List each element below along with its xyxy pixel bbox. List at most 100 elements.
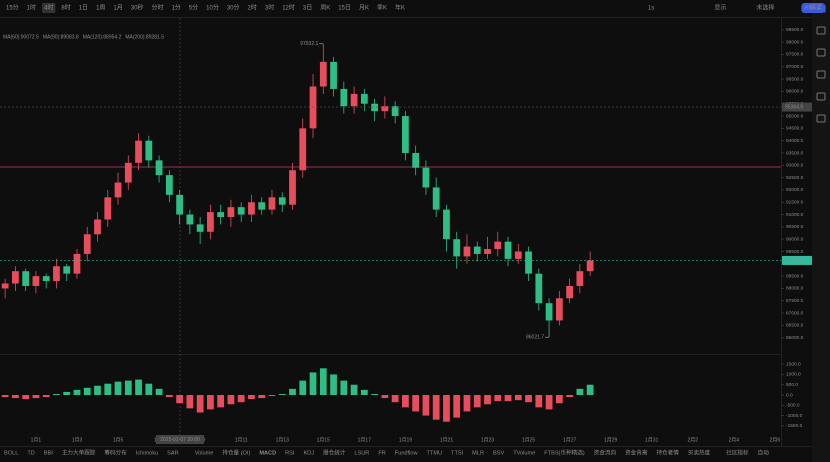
indicator-tab[interactable]: 筹码分布 [104,448,127,456]
candle-body [196,224,204,232]
macd-histogram-bar [176,395,183,404]
indicator-tab[interactable]: MLR [472,450,484,456]
indicator-tab[interactable]: Fundflow [395,450,419,456]
macd-tick-label: 1000.0 [786,372,801,378]
x-tick-label: 1月21 [440,437,454,443]
indicator-tab[interactable]: FR [378,450,385,456]
candle-body [155,160,163,176]
sidebar-icon[interactable] [816,114,826,123]
indicator-tab[interactable]: RSI [285,450,295,456]
timeframe-button[interactable]: 分时 [151,4,163,12]
timeframe-button[interactable]: 年K [395,4,405,12]
y-tick-label: 95000.0 [786,113,804,119]
candle-body [422,167,430,188]
timeframe-button[interactable]: 1日 [79,5,88,12]
macd-histogram-bar [330,374,337,395]
candle-body [412,152,420,168]
indicator-tab[interactable]: 持仓量 (OI) [222,448,250,456]
indicator-tab[interactable]: SAR [167,450,179,456]
indicator-tab[interactable]: BBI [44,450,53,456]
y-tick-label: 87000.0 [786,310,804,316]
macd-tick-label: 500.0 [786,382,798,388]
timeframe-button[interactable]: 周K [320,5,330,12]
indicator-tab[interactable]: 主力大单跟踪 [62,448,96,456]
timeframe-button[interactable]: 4时 [44,4,53,12]
macd-histogram-bar [227,395,235,405]
indicator-tab[interactable]: 爆仓统计 [323,448,346,456]
macd-histogram-bar [340,380,348,395]
sidebar-icon[interactable] [816,92,826,101]
timeframe-button[interactable]: 15分 [6,4,19,12]
timeframe-button[interactable]: 1分 [171,4,180,12]
indicator-tab[interactable]: BSV [493,450,504,456]
candle-body [186,214,194,225]
macd-histogram-bar [514,395,522,401]
x-tick-label: 1月19 [399,437,413,443]
toolbar-item[interactable]: 1s [648,6,654,12]
timeframe-button[interactable]: 1时 [27,4,36,12]
y-tick-label: 98000.0 [786,39,804,45]
indicator-tab[interactable]: TVolume [513,450,535,456]
current-price-tag [782,255,812,265]
indicator-tab[interactable]: BOLL [4,450,18,456]
timeframe-button[interactable]: 10分 [206,4,219,12]
timeframe-button[interactable]: 1周 [96,5,105,12]
indicator-tab[interactable]: Volume [195,450,214,456]
timeframe-button[interactable]: 15日 [338,5,351,12]
candle-body [525,251,532,274]
indicator-tab[interactable]: Ichimoku [136,450,158,456]
toolbar-item[interactable]: 未选择 [756,4,774,12]
timeframe-button[interactable]: 2时 [248,4,257,12]
macd-histogram-bar [268,395,276,397]
timeframe-button[interactable]: 30秒 [131,4,144,12]
timeframe-button[interactable]: 8时 [61,4,70,12]
timeframe-button[interactable]: 1月 [113,5,122,12]
macd-histogram-bar [504,395,512,402]
ai-button-bg [801,3,826,13]
candle-body [350,93,358,107]
indicator-tab[interactable]: MACD [259,450,276,456]
macd-histogram-bar [42,395,50,398]
indicator-tab[interactable]: KDJ [303,450,314,456]
macd-histogram-bar [278,393,286,395]
indicator-tab[interactable]: 社区指标 [726,448,749,456]
timeframe-button[interactable]: 30分 [227,4,240,12]
crosshair-time-tag [156,435,204,444]
macd-histogram-bar [350,384,358,395]
macd-histogram-bar [576,388,584,395]
y-tick-label: 97500.0 [786,52,804,58]
indicator-tab[interactable]: FTBS(币种精选) [544,448,585,456]
timeframe-button[interactable]: 12时 [282,4,295,12]
indicator-tab[interactable]: 买卖热度 [688,448,711,456]
y-tick-label: 92000.0 [786,187,804,193]
macd-histogram-bar [237,395,245,403]
macd-histogram-bar [360,389,368,395]
x-tick-label: 1月15 [317,437,331,443]
timeframe-button[interactable]: 3日 [303,5,312,12]
timeframe-button[interactable]: 月K [359,5,369,12]
macd-histogram-bar [299,380,307,395]
ma-legend-item: MA(120):88954.2 [83,34,122,40]
sidebar-icon[interactable] [816,26,826,35]
sidebar-icon[interactable] [816,48,826,57]
indicator-tab[interactable]: 持仓者情 [656,448,679,456]
indicator-tab[interactable]: LSUR [354,450,369,456]
ai-button[interactable]: AI解读 [804,4,822,12]
macd-histogram-bar [586,384,594,395]
indicator-tab[interactable]: TTMU [427,450,443,456]
indicator-tab[interactable]: 资金背离 [625,448,648,456]
indicator-tab[interactable]: TTSI [451,450,464,456]
indicator-tab[interactable]: 自动 [758,448,770,456]
indicator-tab[interactable]: 资金流向 [594,448,617,456]
y-tick-label: 90000.0 [786,236,804,242]
indicator-tab[interactable]: TD [27,450,34,456]
sidebar-icon[interactable] [816,70,826,79]
timeframe-button[interactable]: 3时 [265,4,274,12]
candle-body [330,61,337,89]
y-tick-label: 97000.0 [786,64,804,70]
macd-histogram-bar [545,395,553,410]
timeframe-button[interactable]: 季K [377,4,387,12]
timeframe-button[interactable]: 5分 [189,4,198,12]
crosshair-price-label: 95364.9 [785,104,803,110]
toolbar-item[interactable]: 显示 [714,5,726,12]
